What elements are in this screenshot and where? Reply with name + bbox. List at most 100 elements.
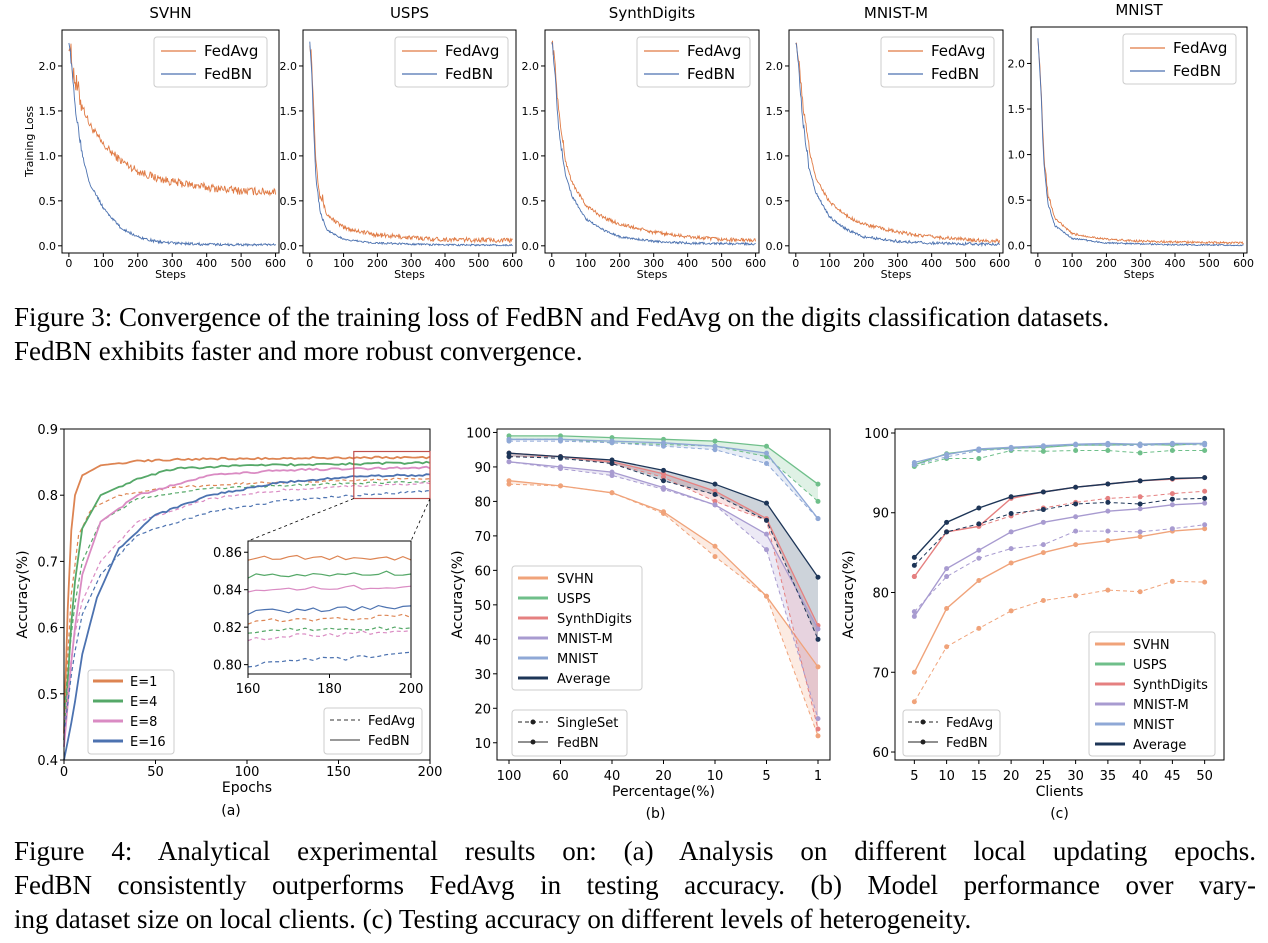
series-line-e-8-fedbn (63, 465, 431, 747)
data-point-mnist-m (1040, 542, 1046, 548)
y-axis-label: Accuracy(%) (450, 550, 466, 638)
data-point-mnist-m (1202, 500, 1208, 506)
data-point-average (911, 554, 917, 560)
y-tick-label: 100 (864, 427, 889, 442)
band-mnist-m (509, 461, 818, 719)
x-tick-label: 500 (711, 257, 732, 270)
x-tick-label: 600 (745, 257, 766, 270)
y-tick-label: 0.0 (39, 240, 57, 253)
data-point-svhn (764, 593, 769, 599)
inset-background (248, 541, 411, 674)
series-line-fedavg (795, 42, 1001, 245)
data-point-average (1105, 481, 1111, 487)
axes-frame (302, 29, 517, 254)
data-point-mnist (1137, 441, 1143, 447)
series-line-fedbn (795, 42, 1000, 248)
data-point-mnist-m (1137, 506, 1143, 512)
series-line-fedavg (68, 43, 277, 197)
y-tick-label: 0.5 (39, 195, 57, 208)
data-point-mnist-m (1073, 514, 1079, 520)
y-tick-label: 100 (466, 426, 491, 441)
x-tick-label: 500 (231, 257, 252, 270)
fedavg-line-mnist (914, 443, 1205, 466)
data-point-average (661, 467, 666, 473)
legend-label-mnist: MNIST (557, 652, 598, 667)
data-point-mnist (815, 516, 821, 522)
y-tick-label: 1.0 (766, 150, 784, 163)
y-tick-label: 30 (474, 668, 491, 683)
data-point-mnist (661, 440, 666, 446)
x-axis-label: Percentage(%) (612, 784, 715, 800)
x-tick-label: 50 (1196, 769, 1213, 784)
data-point-synthdigits (815, 726, 821, 732)
inset-line-e-8-fedavg (247, 630, 412, 642)
x-tick-label: 100 (93, 257, 114, 270)
y-tick-label: 2.0 (280, 60, 298, 73)
inset-y-tick-label: 0.80 (213, 659, 242, 674)
data-point-usps (1105, 448, 1111, 454)
legend-datasets: SVHN USPS SynthDigits MNIST-M MNIST Average (1088, 631, 1216, 757)
y-tick-label: 0.5 (766, 195, 784, 208)
inset-line-e-1-fedavg (247, 613, 412, 625)
data-point-average (1008, 511, 1014, 517)
zoom-connector (410, 498, 431, 542)
series-line-e-1-fedavg (63, 477, 431, 721)
data-point-svhn (1137, 534, 1143, 540)
inset-x-tick-label: 200 (399, 682, 424, 697)
zoom-inset: 160 180 200 0.80 0.82 0.84 0.86 (213, 540, 424, 697)
data-point-mnist (609, 440, 615, 446)
legend-box (323, 707, 423, 755)
data-point-mnist (1008, 444, 1014, 450)
data-point-svhn (1073, 542, 1079, 548)
data-point-mnist-m (1105, 508, 1111, 514)
x-tick-label: 20 (655, 769, 672, 784)
data-point-mnist-m (1040, 519, 1046, 525)
data-point-svhn (712, 543, 718, 549)
data-point-svhn (911, 699, 917, 705)
legend-epochs: E=1 E=4 E=8 E=16 (87, 669, 175, 755)
figure-4-caption-line-2: FedBN consistently outperforms FedAvg in… (14, 870, 1256, 900)
series-line-fedavg (309, 45, 513, 244)
x-tick-label: 1 (814, 769, 822, 784)
data-point-average (1105, 499, 1111, 505)
legend: FedAvg FedBN (153, 36, 268, 88)
data-point-mnist-m (1169, 502, 1175, 508)
data-point-average (609, 460, 615, 466)
legend-marker (530, 739, 536, 745)
legend-label-fedbn: FedBN (1173, 62, 1221, 80)
panel-title: SynthDigits (609, 4, 696, 22)
data-point-mnist (506, 438, 512, 444)
data-point-mnist-m (1202, 522, 1208, 528)
legend-label-fedbn: FedBN (445, 65, 493, 83)
x-tick-label: 400 (435, 257, 456, 270)
x-tick-label: 60 (552, 769, 569, 784)
legend-box (87, 669, 175, 755)
x-tick-label: 300 (401, 257, 422, 270)
legend-label-usps: USPS (1133, 658, 1167, 673)
axes-frame (894, 428, 1225, 761)
legend-label-mnist: MNIST (1133, 718, 1174, 733)
data-point-svhn (558, 483, 563, 489)
x-tick-label: 30 (1067, 769, 1084, 784)
data-point-svhn (1202, 526, 1208, 532)
data-point-average (1040, 489, 1046, 495)
data-point-mnist-m (764, 531, 769, 537)
data-point-usps (764, 443, 769, 449)
series-line-fedavg (1037, 39, 1244, 245)
axes-frame (61, 29, 280, 254)
data-point-usps (1073, 448, 1079, 454)
legend-marker (530, 719, 536, 725)
y-tick-label: 80 (872, 587, 889, 602)
inset-line-e-4-fedbn (247, 570, 412, 579)
y-tick-label: 1.0 (1008, 149, 1026, 162)
x-tick-label: 10 (707, 769, 724, 784)
x-tick-label: 400 (921, 257, 942, 270)
axes-frame (1030, 26, 1248, 254)
fedavg-line-synthdigits (913, 490, 1205, 577)
x-axis-label: Steps (394, 268, 425, 281)
data-point-usps (1202, 448, 1208, 454)
data-point-mnist-m (506, 459, 512, 465)
y-tick-label: 40 (474, 633, 491, 648)
y-axis-label: Training Loss (23, 106, 36, 178)
